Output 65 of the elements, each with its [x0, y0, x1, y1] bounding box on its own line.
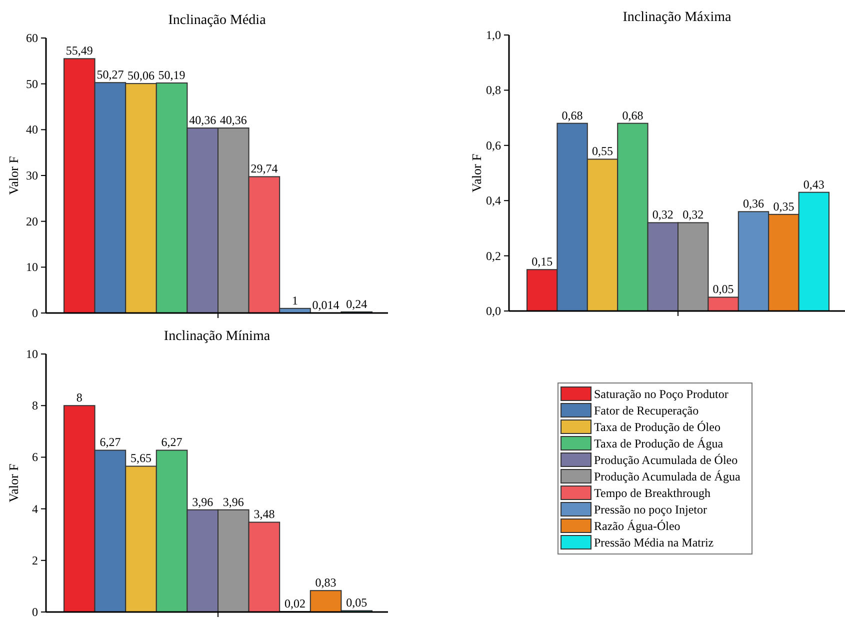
data-label: 1: [292, 293, 298, 308]
data-label: 6,27: [100, 435, 121, 450]
legend-label: Taxa de Produção de Água: [594, 436, 724, 450]
y-tick-label: 60: [26, 31, 38, 45]
y-axis-title: Valor F: [6, 464, 21, 502]
y-tick-label: 6: [32, 450, 38, 464]
data-label: 0,55: [592, 144, 613, 158]
data-label: 40,36: [189, 113, 216, 128]
data-label: 0,014: [312, 298, 340, 312]
legend-label: Produção Acumulada de Óleo: [594, 453, 738, 467]
data-label: 0,83: [315, 576, 336, 590]
data-label: 50,19: [158, 68, 186, 82]
data-label: 6,27: [161, 435, 182, 450]
y-tick-label: 0: [32, 605, 38, 619]
y-tick-label: 0,4: [486, 194, 501, 208]
y-tick-label: 30: [26, 168, 38, 182]
legend-label: Pressão no poço Injetor: [594, 502, 707, 516]
y-tick-label: 8: [32, 398, 38, 413]
data-label: 50,06: [128, 68, 154, 83]
chart-title: Inclinação Máxima: [622, 10, 732, 25]
data-label: 8: [76, 390, 82, 405]
y-tick-label: 0,8: [486, 83, 501, 98]
legend-label: Produção Acumulada de Água: [594, 470, 741, 484]
data-label: 3,96: [222, 494, 244, 509]
y-tick-label: 20: [26, 214, 38, 228]
y-tick-label: 0,6: [486, 138, 501, 152]
data-label: 0,32: [682, 208, 704, 222]
data-label: 0,24: [346, 296, 368, 311]
y-tick-label: 10: [26, 347, 38, 361]
y-tick-label: 1,0: [486, 28, 501, 42]
y-tick-label: 10: [26, 260, 38, 274]
y-axis-title: Valor F: [469, 154, 484, 192]
y-tick-label: 2: [32, 553, 38, 568]
chart-title: Inclinação Mínima: [164, 329, 271, 344]
data-label: 0,15: [532, 254, 553, 269]
legend-label: Tempo de Breakthrough: [594, 486, 710, 500]
data-label: 0,36: [743, 196, 764, 211]
chart-title: Inclinação Média: [168, 13, 267, 28]
data-label: 0,43: [803, 177, 824, 192]
y-axis-title: Valor F: [6, 156, 21, 195]
data-label: 0,35: [773, 199, 794, 214]
data-label: 55,49: [66, 44, 93, 58]
data-label: 3,48: [254, 507, 275, 522]
data-label: 0,02: [284, 596, 306, 610]
y-tick-label: 0,0: [486, 304, 501, 318]
data-label: 29,74: [250, 162, 278, 176]
legend-label: Pressão Média na Matriz: [594, 536, 714, 550]
y-tick-label: 0,2: [486, 248, 501, 263]
y-tick-label: 40: [26, 122, 38, 137]
data-label: 0,68: [622, 108, 644, 122]
y-tick-label: 4: [32, 502, 38, 516]
legend-label: Razão Água-Óleo: [594, 519, 680, 533]
data-label: 3,96: [192, 494, 214, 509]
y-tick-label: 50: [26, 76, 38, 91]
data-label: 0,32: [652, 208, 674, 222]
data-label: 40,36: [220, 113, 247, 128]
legend-label: Taxa de Produção de Óleo: [594, 420, 720, 434]
legend-label: Saturação no Poço Produtor: [594, 387, 728, 401]
data-label: 0,05: [346, 596, 368, 610]
data-label: 0,05: [712, 282, 734, 296]
data-label: 50,27: [96, 68, 124, 82]
data-label: 0,68: [562, 108, 583, 122]
legend-label: Fator de Recuperação: [594, 404, 699, 418]
y-tick-label: 0: [32, 306, 38, 320]
data-label: 5,65: [130, 451, 152, 466]
